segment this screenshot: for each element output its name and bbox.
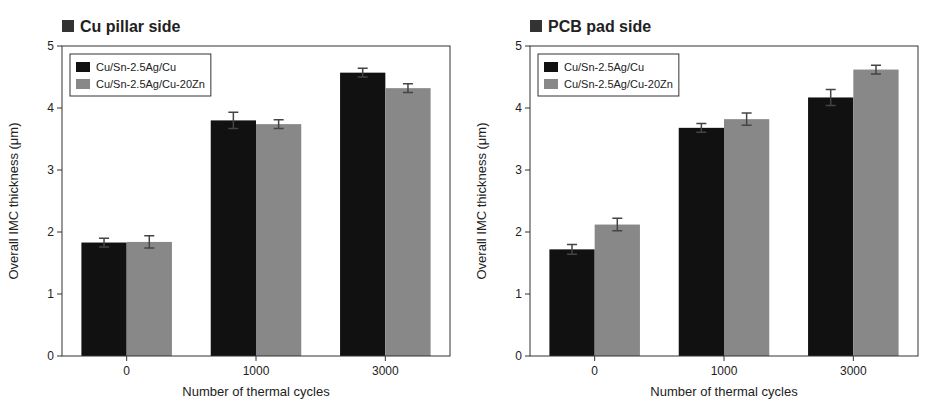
plot-marks	[549, 65, 898, 356]
y-tick-label: 4	[47, 101, 54, 115]
bar	[256, 124, 301, 356]
y-tick-label: 3	[47, 163, 54, 177]
bar	[211, 120, 256, 356]
x-tick	[724, 356, 725, 361]
y-tick-label: 1	[47, 287, 54, 301]
y-axis-label: Overall IMC thickness (μm)	[6, 122, 21, 279]
y-tick-label: 0	[515, 349, 522, 363]
figure: 0 1 2 3 4 5 0 1000 3000 Number of thermal cycles O…	[0, 0, 936, 408]
y-tick-label: 0	[47, 349, 54, 363]
bar	[679, 128, 724, 356]
legend-label: Cu/Sn-2.5Ag/Cu	[564, 61, 644, 73]
chart-title: PCB pad side	[548, 18, 651, 35]
legend-swatch	[76, 79, 90, 89]
legend-label: Cu/Sn-2.5Ag/Cu-20Zn	[564, 78, 673, 90]
error-bar	[742, 113, 752, 125]
x-tick	[256, 356, 257, 361]
error-bar	[403, 84, 413, 93]
chart-title: Cu pillar side	[80, 18, 181, 35]
error-bar	[612, 218, 622, 230]
title-marker	[62, 20, 74, 32]
chart-panel: 0 1 2 3 4 5 0 1000 3000 Number of thermal cycles O…	[6, 18, 450, 399]
error-bar	[274, 120, 284, 129]
legend-label: Cu/Sn-2.5Ag/Cu	[96, 61, 176, 73]
y-tick-label: 2	[47, 225, 54, 239]
x-tick-label: 0	[123, 364, 130, 378]
title-marker	[530, 20, 542, 32]
x-tick-label: 1000	[711, 364, 738, 378]
error-bar	[826, 89, 836, 105]
y-tick	[525, 108, 530, 109]
legend-box	[70, 54, 211, 96]
x-tick-label: 3000	[372, 364, 399, 378]
y-tick-label: 3	[515, 163, 522, 177]
x-tick-label: 3000	[840, 364, 867, 378]
error-bar	[99, 238, 109, 247]
y-tick	[57, 356, 62, 357]
y-tick	[57, 294, 62, 295]
y-tick-label: 2	[515, 225, 522, 239]
legend: Cu/Sn-2.5Ag/Cu Cu/Sn-2.5Ag/Cu-20Zn	[70, 54, 211, 96]
chart-panel: 0 1 2 3 4 5 0 1000 3000 Number of thermal cycles O…	[474, 18, 918, 399]
y-tick	[525, 356, 530, 357]
x-tick-label: 1000	[243, 364, 270, 378]
legend-swatch	[76, 62, 90, 72]
y-tick	[525, 46, 530, 47]
x-tick-label: 0	[591, 364, 598, 378]
bar	[549, 249, 594, 356]
x-tick	[853, 356, 854, 361]
y-tick-label: 5	[515, 39, 522, 53]
plot-frame	[62, 46, 450, 356]
error-bar	[144, 236, 154, 248]
x-axis-label: Number of thermal cycles	[650, 384, 798, 399]
bar	[724, 119, 769, 356]
y-axis-label: Overall IMC thickness (μm)	[474, 122, 489, 279]
y-tick	[57, 108, 62, 109]
legend-swatch	[544, 79, 558, 89]
bar	[127, 242, 172, 356]
y-tick-label: 4	[515, 101, 522, 115]
bar	[385, 88, 430, 356]
y-tick	[525, 170, 530, 171]
plot-marks	[81, 68, 430, 356]
y-tick	[57, 170, 62, 171]
x-tick	[385, 356, 386, 361]
y-tick-label: 1	[515, 287, 522, 301]
x-tick	[126, 356, 127, 361]
x-tick	[594, 356, 595, 361]
y-tick	[525, 232, 530, 233]
plot-frame	[530, 46, 918, 356]
legend-box	[538, 54, 679, 96]
bar	[853, 70, 898, 356]
bar	[595, 225, 640, 356]
y-tick	[57, 46, 62, 47]
error-bar	[358, 68, 368, 77]
y-tick	[57, 232, 62, 233]
y-tick-label: 5	[47, 39, 54, 53]
error-bar	[567, 244, 577, 254]
bar	[808, 97, 853, 356]
error-bar	[871, 65, 881, 74]
x-axis-label: Number of thermal cycles	[182, 384, 330, 399]
error-bar	[228, 112, 238, 128]
y-tick	[525, 294, 530, 295]
error-bar	[696, 124, 706, 133]
bar	[340, 73, 385, 356]
legend-swatch	[544, 62, 558, 72]
bar	[81, 243, 126, 356]
legend: Cu/Sn-2.5Ag/Cu Cu/Sn-2.5Ag/Cu-20Zn	[538, 54, 679, 96]
legend-label: Cu/Sn-2.5Ag/Cu-20Zn	[96, 78, 205, 90]
